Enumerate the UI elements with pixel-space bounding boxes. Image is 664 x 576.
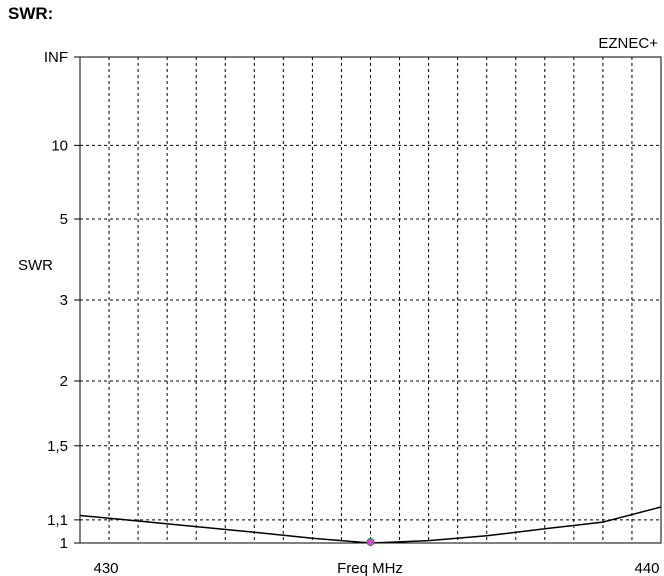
y-tick-label: 1,1 bbox=[47, 512, 68, 529]
chart-heading: SWR: bbox=[8, 4, 54, 23]
y-tick-label: 2 bbox=[60, 373, 68, 390]
y-tick-label: 10 bbox=[51, 137, 68, 154]
y-tick-label: 5 bbox=[60, 211, 68, 228]
x-tick-label: 440 bbox=[634, 560, 659, 576]
y-tick-label: INF bbox=[44, 49, 68, 66]
y-tick-labels: 1 1,1 1,5 2 3 5 10 INF bbox=[44, 49, 80, 552]
min-swr-marker bbox=[366, 538, 375, 546]
y-tick-label: 3 bbox=[60, 292, 68, 309]
y-axis-label: SWR bbox=[18, 257, 53, 274]
x-tick-labels: 430 440 bbox=[93, 560, 659, 576]
y-tick-label: 1,5 bbox=[47, 438, 68, 455]
x-tick-label: 430 bbox=[93, 560, 118, 576]
series-layer bbox=[79, 506, 662, 546]
brand-label: EZNEC+ bbox=[598, 35, 658, 52]
y-tick-label: 1 bbox=[60, 535, 68, 552]
chart-grid bbox=[80, 57, 661, 543]
x-axis-label: Freq MHz bbox=[337, 560, 403, 576]
